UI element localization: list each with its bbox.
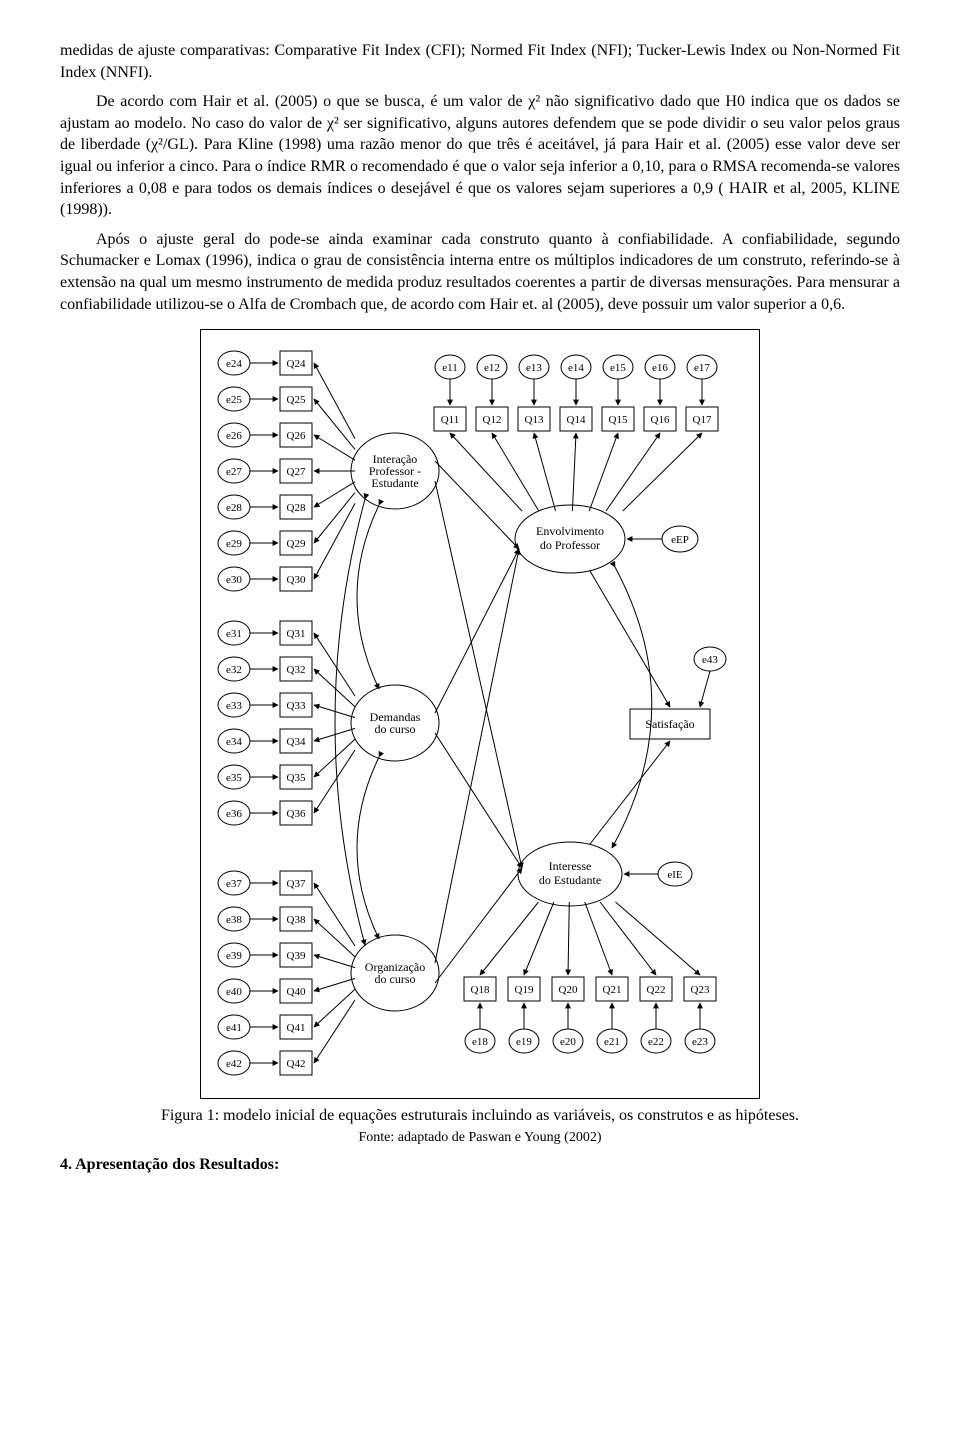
- svg-text:e35: e35: [226, 772, 242, 784]
- svg-text:e12: e12: [484, 362, 500, 374]
- svg-text:Q30: Q30: [287, 574, 306, 586]
- svg-text:eEP: eEP: [671, 534, 689, 546]
- figure-caption: Figura 1: modelo inicial de equações est…: [60, 1105, 900, 1127]
- svg-text:e24: e24: [226, 358, 242, 370]
- svg-text:e32: e32: [226, 664, 242, 676]
- svg-text:do Professor: do Professor: [540, 538, 600, 552]
- svg-text:Q16: Q16: [651, 414, 670, 426]
- svg-text:Q14: Q14: [567, 414, 586, 426]
- svg-text:Q19: Q19: [515, 984, 534, 996]
- svg-text:Q41: Q41: [287, 1022, 306, 1034]
- svg-text:e16: e16: [652, 362, 668, 374]
- section-heading: 4. Apresentação dos Resultados:: [60, 1154, 900, 1176]
- paragraph-1: medidas de ajuste comparativas: Comparat…: [60, 40, 900, 83]
- svg-text:e14: e14: [568, 362, 584, 374]
- svg-text:e34: e34: [226, 736, 242, 748]
- svg-text:Q15: Q15: [609, 414, 628, 426]
- svg-text:e27: e27: [226, 466, 242, 478]
- svg-text:e42: e42: [226, 1058, 242, 1070]
- svg-text:do Estudante: do Estudante: [539, 873, 601, 887]
- svg-text:e19: e19: [516, 1036, 532, 1048]
- svg-text:Q39: Q39: [287, 950, 306, 962]
- svg-text:e36: e36: [226, 808, 242, 820]
- svg-text:Q38: Q38: [287, 914, 306, 926]
- svg-text:Q12: Q12: [483, 414, 502, 426]
- figure-source: Fonte: adaptado de Paswan e Young (2002): [60, 1129, 900, 1148]
- svg-text:Q29: Q29: [287, 538, 306, 550]
- paragraph-2: De acordo com Hair et al. (2005) o que s…: [60, 91, 900, 221]
- svg-text:Satisfação: Satisfação: [645, 717, 694, 731]
- svg-text:do curso: do curso: [375, 972, 416, 986]
- svg-text:Q40: Q40: [287, 986, 306, 998]
- svg-text:e37: e37: [226, 878, 242, 890]
- svg-text:e22: e22: [648, 1036, 664, 1048]
- svg-text:Q25: Q25: [287, 394, 306, 406]
- svg-text:e26: e26: [226, 430, 242, 442]
- svg-text:Q22: Q22: [647, 984, 666, 996]
- svg-text:e25: e25: [226, 394, 242, 406]
- svg-text:e39: e39: [226, 950, 242, 962]
- svg-text:e13: e13: [526, 362, 542, 374]
- svg-text:e30: e30: [226, 574, 242, 586]
- svg-text:e17: e17: [694, 362, 710, 374]
- paragraph-3: Após o ajuste geral do pode-se ainda exa…: [60, 229, 900, 315]
- svg-text:Estudante: Estudante: [371, 476, 418, 490]
- sem-diagram-svg: e24 Q24 e25 Q25 e26 Q26 e27 Q27 e28 Q28 e29 Q29 e30 Q…: [200, 329, 760, 1099]
- svg-text:Q31: Q31: [287, 628, 306, 640]
- svg-text:e40: e40: [226, 986, 242, 998]
- svg-text:do curso: do curso: [375, 722, 416, 736]
- svg-text:Envolvimento: Envolvimento: [536, 524, 604, 538]
- svg-text:e18: e18: [472, 1036, 488, 1048]
- svg-text:e41: e41: [226, 1022, 242, 1034]
- svg-text:e11: e11: [442, 362, 457, 374]
- svg-text:Q11: Q11: [441, 414, 460, 426]
- svg-text:Q26: Q26: [287, 430, 306, 442]
- svg-text:e33: e33: [226, 700, 242, 712]
- svg-text:Q32: Q32: [287, 664, 306, 676]
- svg-text:e15: e15: [610, 362, 626, 374]
- svg-text:e43: e43: [702, 654, 718, 666]
- svg-text:Q17: Q17: [693, 414, 712, 426]
- svg-text:Q13: Q13: [525, 414, 544, 426]
- svg-text:e31: e31: [226, 628, 242, 640]
- svg-text:Q42: Q42: [287, 1058, 306, 1070]
- svg-text:Interesse: Interesse: [549, 859, 592, 873]
- svg-text:Q21: Q21: [603, 984, 622, 996]
- figure-1: e24 Q24 e25 Q25 e26 Q26 e27 Q27 e28 Q28 e29 Q29 e30 Q…: [60, 329, 900, 1099]
- svg-text:Q37: Q37: [287, 878, 306, 890]
- svg-text:e28: e28: [226, 502, 242, 514]
- svg-text:Q20: Q20: [559, 984, 578, 996]
- svg-text:Q34: Q34: [287, 736, 306, 748]
- svg-text:e29: e29: [226, 538, 242, 550]
- svg-text:eIE: eIE: [667, 869, 683, 881]
- svg-text:e23: e23: [692, 1036, 708, 1048]
- svg-text:Q27: Q27: [287, 466, 306, 478]
- svg-text:Q23: Q23: [691, 984, 710, 996]
- svg-text:Q18: Q18: [471, 984, 490, 996]
- svg-text:e38: e38: [226, 914, 242, 926]
- svg-text:e20: e20: [560, 1036, 576, 1048]
- svg-text:Q36: Q36: [287, 808, 306, 820]
- svg-text:Q35: Q35: [287, 772, 306, 784]
- svg-text:Q28: Q28: [287, 502, 306, 514]
- svg-text:Q24: Q24: [287, 358, 306, 370]
- svg-text:e21: e21: [604, 1036, 620, 1048]
- svg-text:Q33: Q33: [287, 700, 306, 712]
